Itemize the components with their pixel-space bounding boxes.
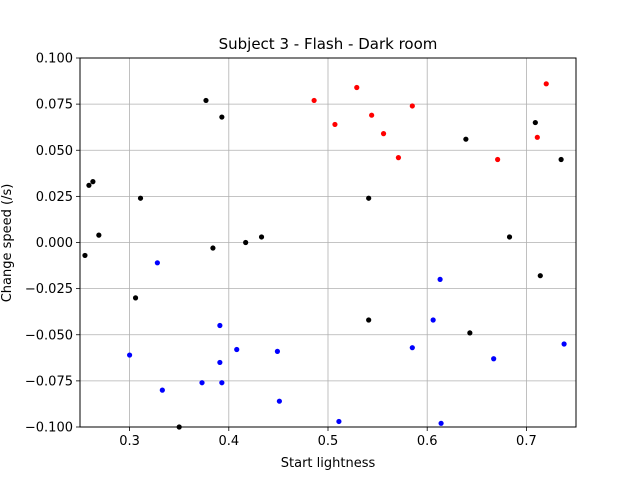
data-point xyxy=(437,276,443,282)
data-point xyxy=(380,131,387,137)
data-point xyxy=(491,356,497,362)
data-point xyxy=(467,330,473,336)
data-point xyxy=(495,156,501,163)
x-tick-label: 0.6 xyxy=(417,434,438,449)
data-point xyxy=(243,239,249,246)
data-point xyxy=(217,359,223,366)
data-point xyxy=(159,387,165,393)
data-point xyxy=(82,252,88,259)
data-point xyxy=(561,341,567,347)
data-point xyxy=(537,273,543,279)
data-point xyxy=(127,352,133,358)
data-point xyxy=(132,295,139,301)
x-tick-label: 0.3 xyxy=(119,434,140,449)
data-point xyxy=(532,119,538,126)
data-point xyxy=(217,322,223,329)
data-point xyxy=(86,182,92,188)
y-tick-label: −0.025 xyxy=(25,282,73,297)
y-tick-label: 0.075 xyxy=(36,98,73,113)
data-point xyxy=(395,155,402,161)
x-tick-label: 0.5 xyxy=(318,434,339,449)
data-point xyxy=(90,179,96,185)
data-point xyxy=(274,348,281,354)
data-point xyxy=(463,136,469,142)
y-tick-label: 0.025 xyxy=(36,190,73,205)
data-point xyxy=(369,112,375,118)
data-point xyxy=(409,345,415,351)
y-tick-label: 0.100 xyxy=(36,52,73,67)
data-point xyxy=(558,156,564,163)
data-point xyxy=(354,84,360,91)
data-points xyxy=(82,81,567,430)
data-point xyxy=(438,420,444,426)
chart-title: Subject 3 - Flash - Dark room xyxy=(219,35,438,53)
x-tick-label: 0.7 xyxy=(516,434,537,449)
y-axis-label: Change speed (/s) xyxy=(0,184,15,303)
data-point xyxy=(276,398,282,404)
data-point xyxy=(234,346,240,353)
y-axis-ticks: −0.100 −0.075 −0.050 −0.025 0.000 0.025 0.050 0… xyxy=(25,52,80,436)
data-point xyxy=(332,121,338,128)
data-point xyxy=(137,195,144,201)
x-axis-label: Start lightness xyxy=(281,456,376,471)
data-point xyxy=(258,234,265,240)
data-point xyxy=(210,245,216,251)
y-tick-label: −0.050 xyxy=(25,328,73,343)
data-point xyxy=(336,418,342,425)
data-point xyxy=(154,260,160,266)
y-tick-label: 0.000 xyxy=(36,236,73,251)
data-point xyxy=(366,317,372,323)
data-point xyxy=(311,97,317,104)
data-point xyxy=(219,380,225,386)
data-point xyxy=(366,195,372,201)
y-tick-label: −0.075 xyxy=(25,374,73,389)
data-point xyxy=(219,114,225,120)
data-point xyxy=(96,232,102,238)
data-point xyxy=(506,234,513,240)
data-point xyxy=(409,103,415,109)
data-point xyxy=(199,380,205,386)
data-point xyxy=(203,97,209,104)
y-tick-label: −0.100 xyxy=(25,421,73,436)
x-axis-ticks: 0.3 0.4 0.5 0.6 0.7 xyxy=(119,427,537,449)
x-tick-label: 0.4 xyxy=(218,434,239,449)
y-tick-label: 0.050 xyxy=(36,144,73,159)
data-point xyxy=(543,81,549,87)
data-point xyxy=(534,134,540,140)
data-point xyxy=(430,317,436,323)
